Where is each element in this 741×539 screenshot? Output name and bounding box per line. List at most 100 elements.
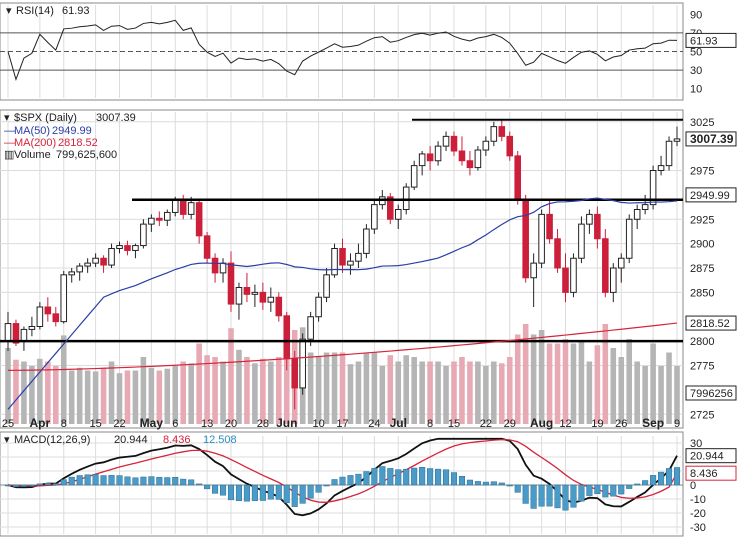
x-tick-label: 22 [480,418,492,430]
price-y-tick: 2900 [690,239,714,251]
rsi-legend-icon: ▾ [6,5,12,17]
ma200-value: 2818.52 [58,137,98,149]
macd-histogram-bar [204,484,211,490]
x-tick-label: 9 [674,418,680,430]
candle-body [12,323,20,344]
candle-body [60,274,68,323]
volume-bar [634,361,640,424]
macd-histogram-bar [275,484,282,500]
x-tick-label: 29 [504,418,516,430]
volume-bar [355,361,362,424]
macd-histogram-bar [164,477,171,486]
macd-histogram-bar [76,475,83,486]
rsi-y-tick: 30 [690,65,702,77]
candle-body [522,199,529,279]
volume-bar [674,366,680,424]
candle-body [116,245,123,249]
volume-bar [618,357,625,424]
volume-bar [403,355,410,424]
macd-histogram-bar [506,484,513,487]
x-tick-label: 19 [591,418,603,430]
macd-histogram-bar [458,475,466,486]
macd-histogram-bar [419,466,426,486]
candle-body [36,306,44,327]
volume-scale-flag-text: 7996256 [690,388,733,400]
candle-body [124,245,131,251]
signal-line [7,438,678,503]
volume-bar [164,368,171,424]
macd-histogram-bar [4,484,12,487]
x-tick-label: Aug [530,416,553,430]
volume-bar [140,357,147,424]
x-tick-label: 17 [336,418,348,430]
ma50-label: MA(50) [14,125,50,137]
volume-bar [172,366,179,424]
macd-histogram-bar [618,484,625,495]
volume-value: 799,625,600 [56,149,117,161]
candle-body [514,155,522,201]
candle-body [402,186,410,210]
price-legend: ▾ $SPX (Daily) 3007.39 — MA(50) 2949.99 … [4,112,136,161]
x-tick-label: Apr [30,416,51,430]
volume-bar [514,334,521,424]
candle-body [52,313,60,323]
volume-bar [5,348,11,424]
candle-body [554,238,561,269]
rsi-label: RSI(14) [16,5,54,17]
candle-body [187,202,195,215]
macd-histogram-bar [68,476,75,486]
ma50-value: 2949.99 [52,125,92,137]
volume-bar [395,361,402,424]
volume-bar [570,343,577,424]
macd-histogram-bar [219,484,227,496]
macd-histogram-bar [124,476,131,486]
candle-body [323,274,330,298]
x-tick-label: Sep [642,416,664,430]
ma200-label: MA(200) [14,137,56,149]
macd-histogram-bar [100,475,107,486]
candle-body [315,296,322,318]
macd-histogram-bar [514,484,521,493]
macd-histogram-bar [212,484,219,494]
macd-histogram-bar [474,481,481,486]
volume-bar [100,367,107,424]
candle-body [434,145,442,162]
price-y-tick: 2800 [690,336,714,348]
candle-body [506,135,514,157]
volume-bar [331,352,338,424]
macd-histogram-bar [490,481,497,486]
candle-body [243,287,251,295]
x-tick-label: Jul [390,416,407,430]
macd-histogram-bar [482,481,489,486]
macd-histogram-bar [36,483,43,486]
candle-body [339,248,346,266]
x-tick-label: 22 [113,418,125,430]
candle-body [283,315,291,360]
candle-body [28,326,36,330]
volume-bar [491,361,497,424]
macd-histogram-bar [243,484,250,502]
macd-histogram-bar [339,476,346,486]
macd-y-tick: -30 [690,522,706,534]
candle-body [267,296,275,303]
macd-histogram-bar [44,482,51,486]
candle-body [219,262,227,274]
ticker-last: 3007.39 [96,112,136,124]
macd-histogram-bar [12,484,20,488]
candle-body [291,358,299,389]
candle-body [649,170,657,206]
rsi-legend: ▾ RSI(14) 61.93 [6,5,90,17]
macd-histogram-bar [522,484,529,504]
price-value-flag-text: 2818.52 [690,318,730,330]
macd-histogram-bar [323,484,330,487]
price-y-tick: 2725 [690,409,714,421]
candle-body [235,287,243,305]
candle-body [108,248,115,266]
candle-body [482,140,490,151]
macd-histogram-bar [610,484,617,497]
volume-bar [658,366,664,424]
x-tick-label: 26 [615,418,627,430]
candle-body [363,228,370,254]
rsi-value-flag: 61.93 [685,32,737,48]
macd-histogram-bar [140,476,147,486]
